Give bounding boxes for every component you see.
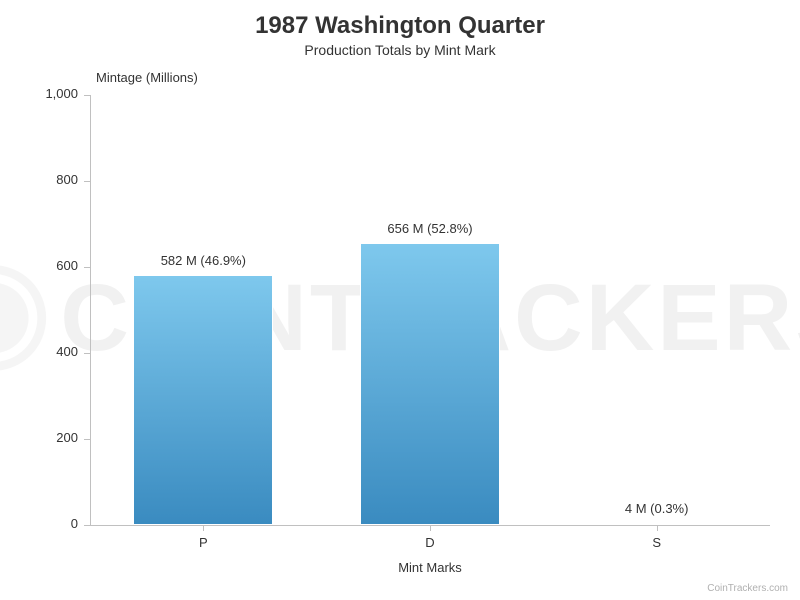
y-tick [84, 181, 90, 182]
y-tick-label: 400 [0, 344, 78, 359]
y-tick [84, 267, 90, 268]
x-tick [203, 525, 204, 531]
x-tick-label-s: S [617, 535, 697, 550]
chart-subtitle: Production Totals by Mint Mark [0, 42, 800, 58]
bar-label-s: 4 M (0.3%) [557, 501, 757, 516]
y-tick-label: 1,000 [0, 86, 78, 101]
y-tick-label: 200 [0, 430, 78, 445]
y-axis-line [90, 95, 91, 525]
bar-p [133, 275, 273, 525]
attribution-text: CoinTrackers.com [707, 583, 788, 594]
bar-d [360, 243, 500, 525]
mintage-bar-chart: COINTRACKERS 1987 Washington Quarter Pro… [0, 0, 800, 600]
y-axis-title: Mintage (Millions) [96, 70, 198, 85]
y-tick-label: 0 [0, 516, 78, 531]
bar-label-d: 656 M (52.8%) [330, 221, 530, 236]
x-tick [657, 525, 658, 531]
y-tick [84, 525, 90, 526]
x-tick-label-d: D [390, 535, 470, 550]
x-tick-label-p: P [163, 535, 243, 550]
y-tick [84, 439, 90, 440]
x-tick [430, 525, 431, 531]
bar-label-p: 582 M (46.9%) [103, 253, 303, 268]
y-tick-label: 800 [0, 172, 78, 187]
y-tick [84, 95, 90, 96]
y-tick-label: 600 [0, 258, 78, 273]
y-tick [84, 353, 90, 354]
chart-title: 1987 Washington Quarter [0, 12, 800, 40]
x-axis-title: Mint Marks [90, 560, 770, 575]
